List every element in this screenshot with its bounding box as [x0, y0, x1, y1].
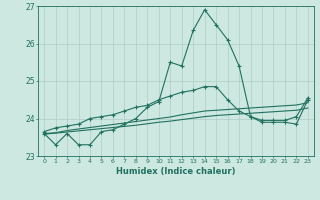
X-axis label: Humidex (Indice chaleur): Humidex (Indice chaleur)	[116, 167, 236, 176]
